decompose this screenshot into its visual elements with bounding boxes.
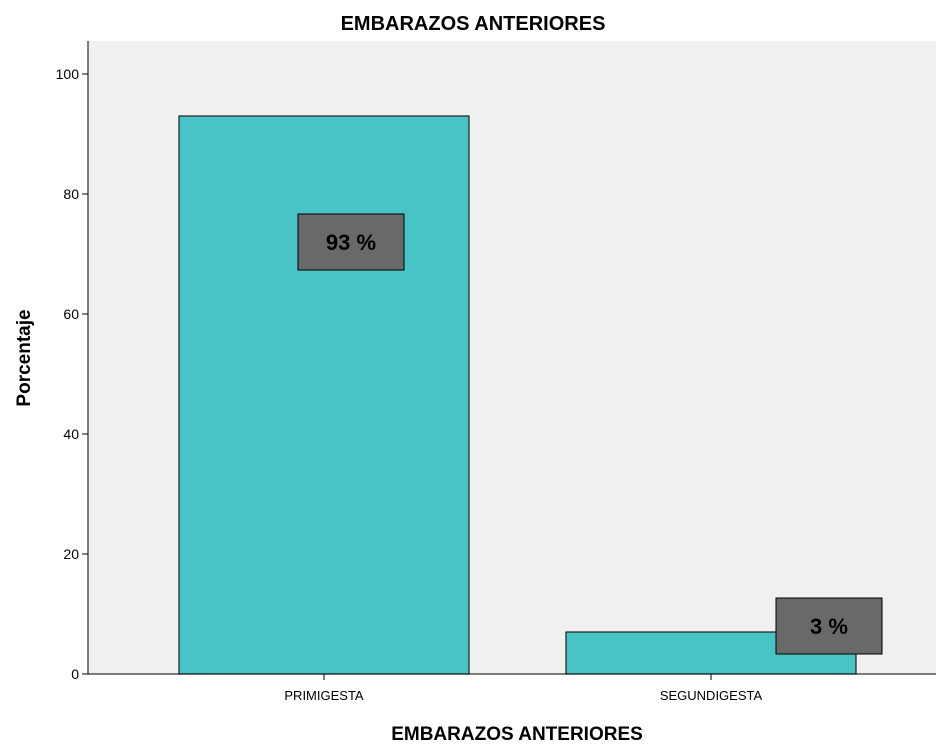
x-tick-label-0: PRIMIGESTA [284,688,364,703]
data-labels: 93 % 3 % [297,213,883,655]
x-axis-label: EMBARAZOS ANTERIORES [391,724,643,745]
x-axis: PRIMIGESTA SEGUNDIGESTA [88,673,936,703]
data-label-box-0 [297,213,405,271]
y-tick-label-2: 40 [63,426,79,442]
y-tick-label-1: 20 [63,546,79,562]
bar-primigesta [178,115,470,675]
y-tick-label-4: 80 [63,186,79,202]
data-label-0: 93 % [326,230,376,255]
chart-title: EMBARAZOS ANTERIORES [341,13,606,35]
y-tick-label-0: 0 [71,666,79,682]
y-axis-label: Porcentaje [14,309,35,406]
y-axis: 0 20 40 60 80 100 [56,41,89,682]
x-tick-label-1: SEGUNDIGESTA [660,688,763,703]
data-label-1: 3 % [810,614,848,639]
y-tick-label-3: 60 [63,306,79,322]
data-label-box-1 [775,597,883,655]
bars [178,115,857,675]
y-tick-label-5: 100 [56,66,80,82]
